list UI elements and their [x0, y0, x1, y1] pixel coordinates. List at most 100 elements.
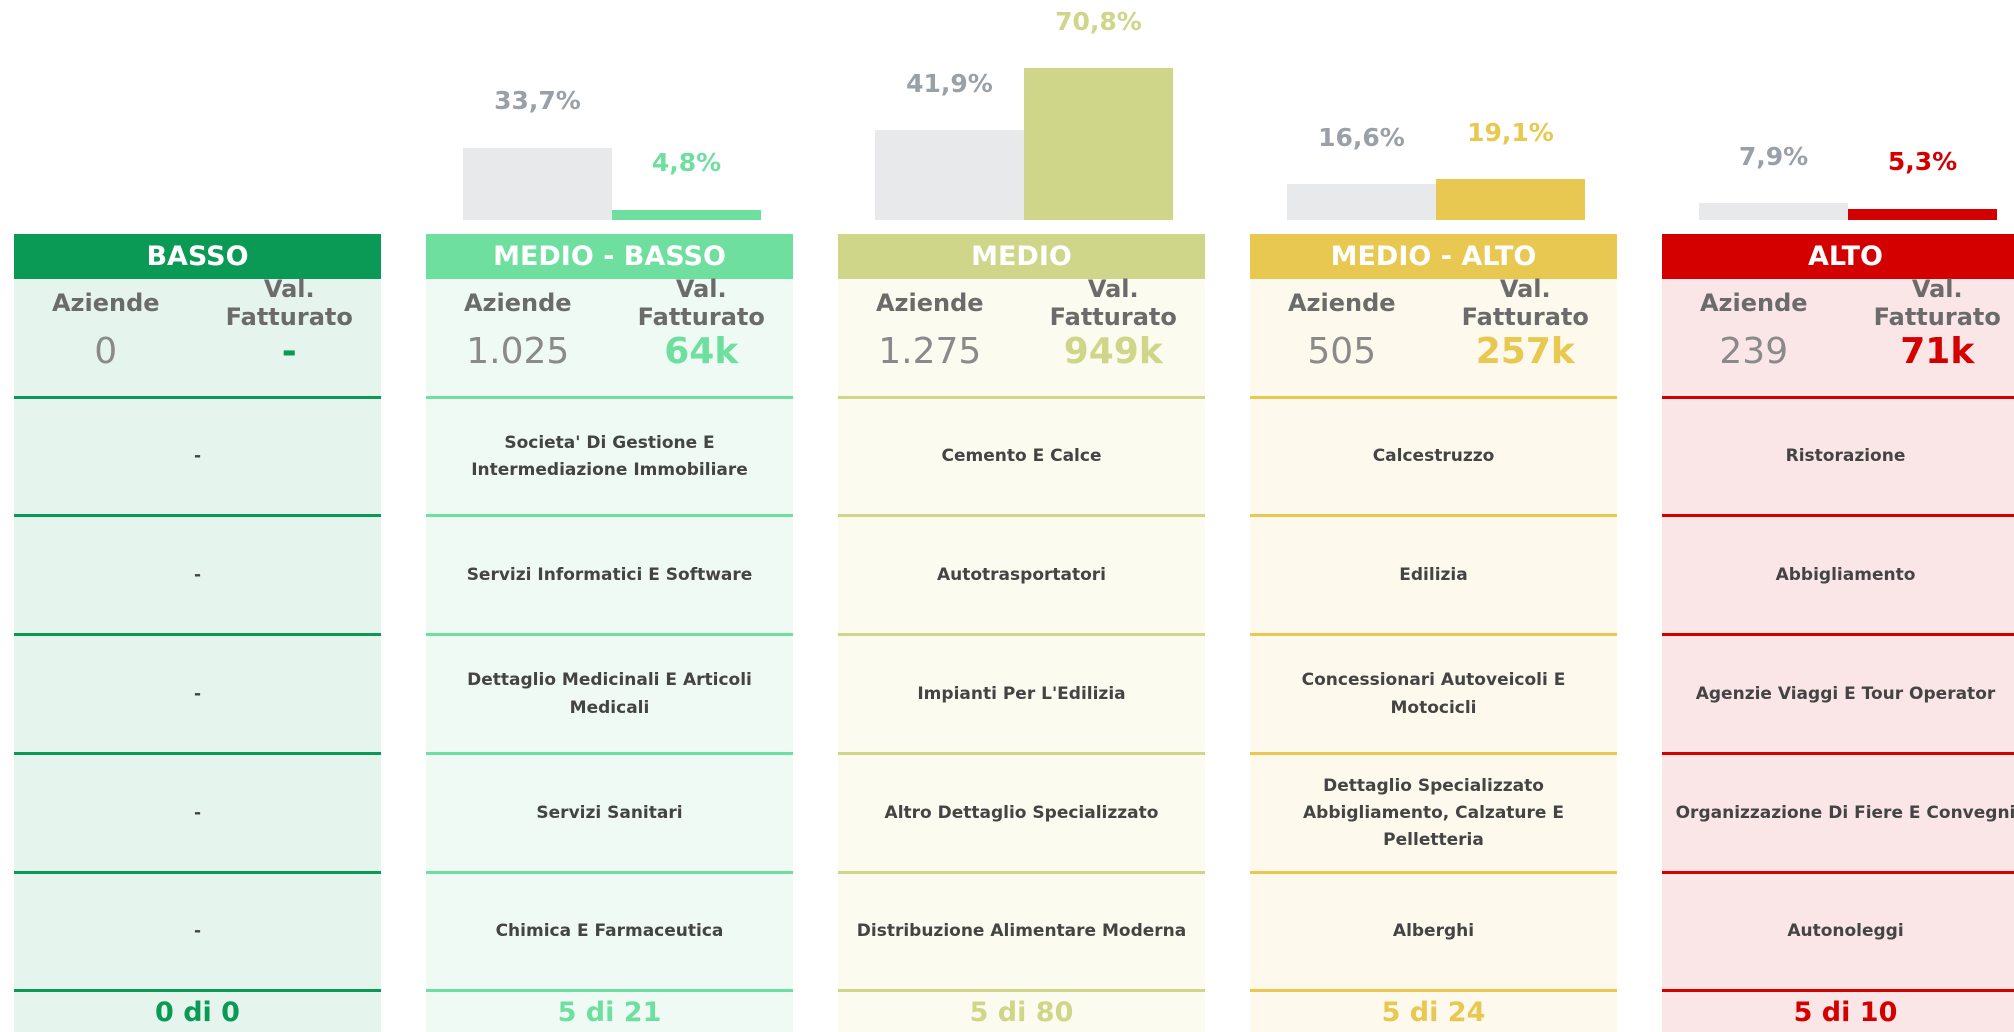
sector: Alberghi: [1392, 921, 1475, 942]
bar-label: 4,8%: [651, 148, 722, 178]
bar-label: 19,1%: [1467, 117, 1554, 147]
divider: [838, 514, 1205, 517]
divider: [14, 871, 381, 874]
divider: [1250, 396, 1617, 399]
sector: Servizi Informatici E Software: [466, 564, 753, 585]
sector: Societa' Di Gestione E Intermediazione I…: [471, 432, 748, 480]
divider: [426, 989, 793, 992]
footer: 0 di 0: [155, 997, 240, 1028]
divider: [1250, 514, 1617, 517]
revenue: -: [281, 330, 297, 372]
sector: Dettaglio Specializzato Abbigliamento, C…: [1303, 775, 1564, 851]
companies: 239: [1719, 330, 1789, 372]
divider: [838, 752, 1205, 755]
sector: -: [193, 446, 202, 467]
sector: Calcestruzzo: [1372, 446, 1495, 467]
divider: [1250, 752, 1617, 755]
footer: 5 di 21: [557, 997, 662, 1028]
sector: Agenzie Viaggi E Tour Operator: [1695, 683, 1996, 704]
sector: Distribuzione Alimentare Moderna: [856, 921, 1187, 942]
column-header: ALTO: [1662, 234, 2014, 279]
revenue: 64k: [664, 330, 739, 372]
column: MEDIO - BASSO Aziende Val. Fatturato 1.025 6…: [426, 234, 793, 1032]
footer: 5 di 80: [969, 997, 1074, 1028]
revenue: 949k: [1063, 330, 1163, 372]
divider: [426, 752, 793, 755]
divider: [426, 633, 793, 636]
divider: [14, 396, 381, 399]
column-header: BASSO: [14, 234, 381, 279]
sub-header: Val. Fatturato: [1049, 275, 1177, 331]
bar: [1436, 179, 1585, 220]
divider: [426, 396, 793, 399]
sub-header: Aziende: [875, 289, 984, 317]
bar-label: 41,9%: [906, 68, 993, 98]
divider: [838, 633, 1205, 636]
divider: [1250, 989, 1617, 992]
divider: [1250, 871, 1617, 874]
sector: Autonoleggi: [1787, 921, 1904, 942]
sector: Abbigliamento: [1775, 564, 1916, 585]
divider: [1662, 871, 2014, 874]
sub-header: Val. Fatturato: [1873, 275, 2001, 331]
divider: [838, 396, 1205, 399]
bar: [1848, 208, 1997, 220]
revenue: 257k: [1475, 330, 1575, 372]
bar: [875, 130, 1024, 220]
divider: [1662, 633, 2014, 636]
bar-label: 16,6%: [1318, 122, 1405, 152]
sector: Edilizia: [1399, 564, 1468, 585]
sector: Organizzazione Di Fiere E Convegni: [1675, 802, 2014, 823]
divider: [14, 752, 381, 755]
sector: Altro Dettaglio Specializzato: [884, 802, 1159, 823]
divider: [426, 514, 793, 517]
sub-header: Aziende: [51, 289, 160, 317]
bar-label: 7,9%: [1738, 141, 1809, 171]
bar-label: 5,3%: [1887, 147, 1958, 177]
sub-header: Val. Fatturato: [637, 275, 765, 331]
divider: [1662, 989, 2014, 992]
footer: 5 di 24: [1381, 997, 1486, 1028]
bar: [463, 147, 612, 220]
divider: [838, 871, 1205, 874]
bar: [1699, 203, 1848, 220]
footer: 5 di 10: [1793, 997, 1898, 1028]
divider: [14, 633, 381, 636]
bar: [1287, 184, 1436, 220]
sector: Autotrasportatori: [936, 564, 1106, 585]
divider: [1662, 752, 2014, 755]
column: BASSO Aziende Val. Fatturato 0 - - - - - - 0 di 0: [14, 234, 381, 1032]
sector: -: [193, 802, 202, 823]
column: MEDIO Aziende Val. Fatturato 1.275 949k Cemen…: [838, 234, 1205, 1032]
divider: [426, 871, 793, 874]
divider: [14, 989, 381, 992]
bar-label: 70,8%: [1055, 6, 1142, 36]
divider: [1250, 633, 1617, 636]
sector: Dettaglio Medicinali E Articoli Medicali: [467, 670, 752, 718]
sub-header: Aziende: [1287, 289, 1396, 317]
column-header: MEDIO - ALTO: [1250, 234, 1617, 279]
divider: [838, 989, 1205, 992]
sector: -: [193, 564, 202, 585]
sector: Servizi Sanitari: [536, 802, 683, 823]
sector: Concessionari Autoveicoli E Motocicli: [1301, 670, 1566, 718]
sub-header: Aziende: [463, 289, 572, 317]
column-header: MEDIO: [838, 234, 1205, 279]
companies: 1.025: [466, 330, 570, 372]
sub-header: Aziende: [1699, 289, 1808, 317]
divider: [1662, 514, 2014, 517]
sector: -: [193, 683, 202, 704]
column: MEDIO - ALTO Aziende Val. Fatturato 505 257k…: [1250, 234, 1617, 1032]
divider: [14, 514, 381, 517]
sub-header: Val. Fatturato: [225, 275, 353, 331]
divider: [1662, 396, 2014, 399]
revenue: 71k: [1900, 330, 1975, 372]
column-header: MEDIO - BASSO: [426, 234, 793, 279]
sector: Cemento E Calce: [941, 446, 1102, 467]
companies: 0: [94, 330, 118, 372]
sector: -: [193, 921, 202, 942]
sector: Impianti Per L'Edilizia: [917, 683, 1126, 704]
bar: [612, 209, 761, 220]
